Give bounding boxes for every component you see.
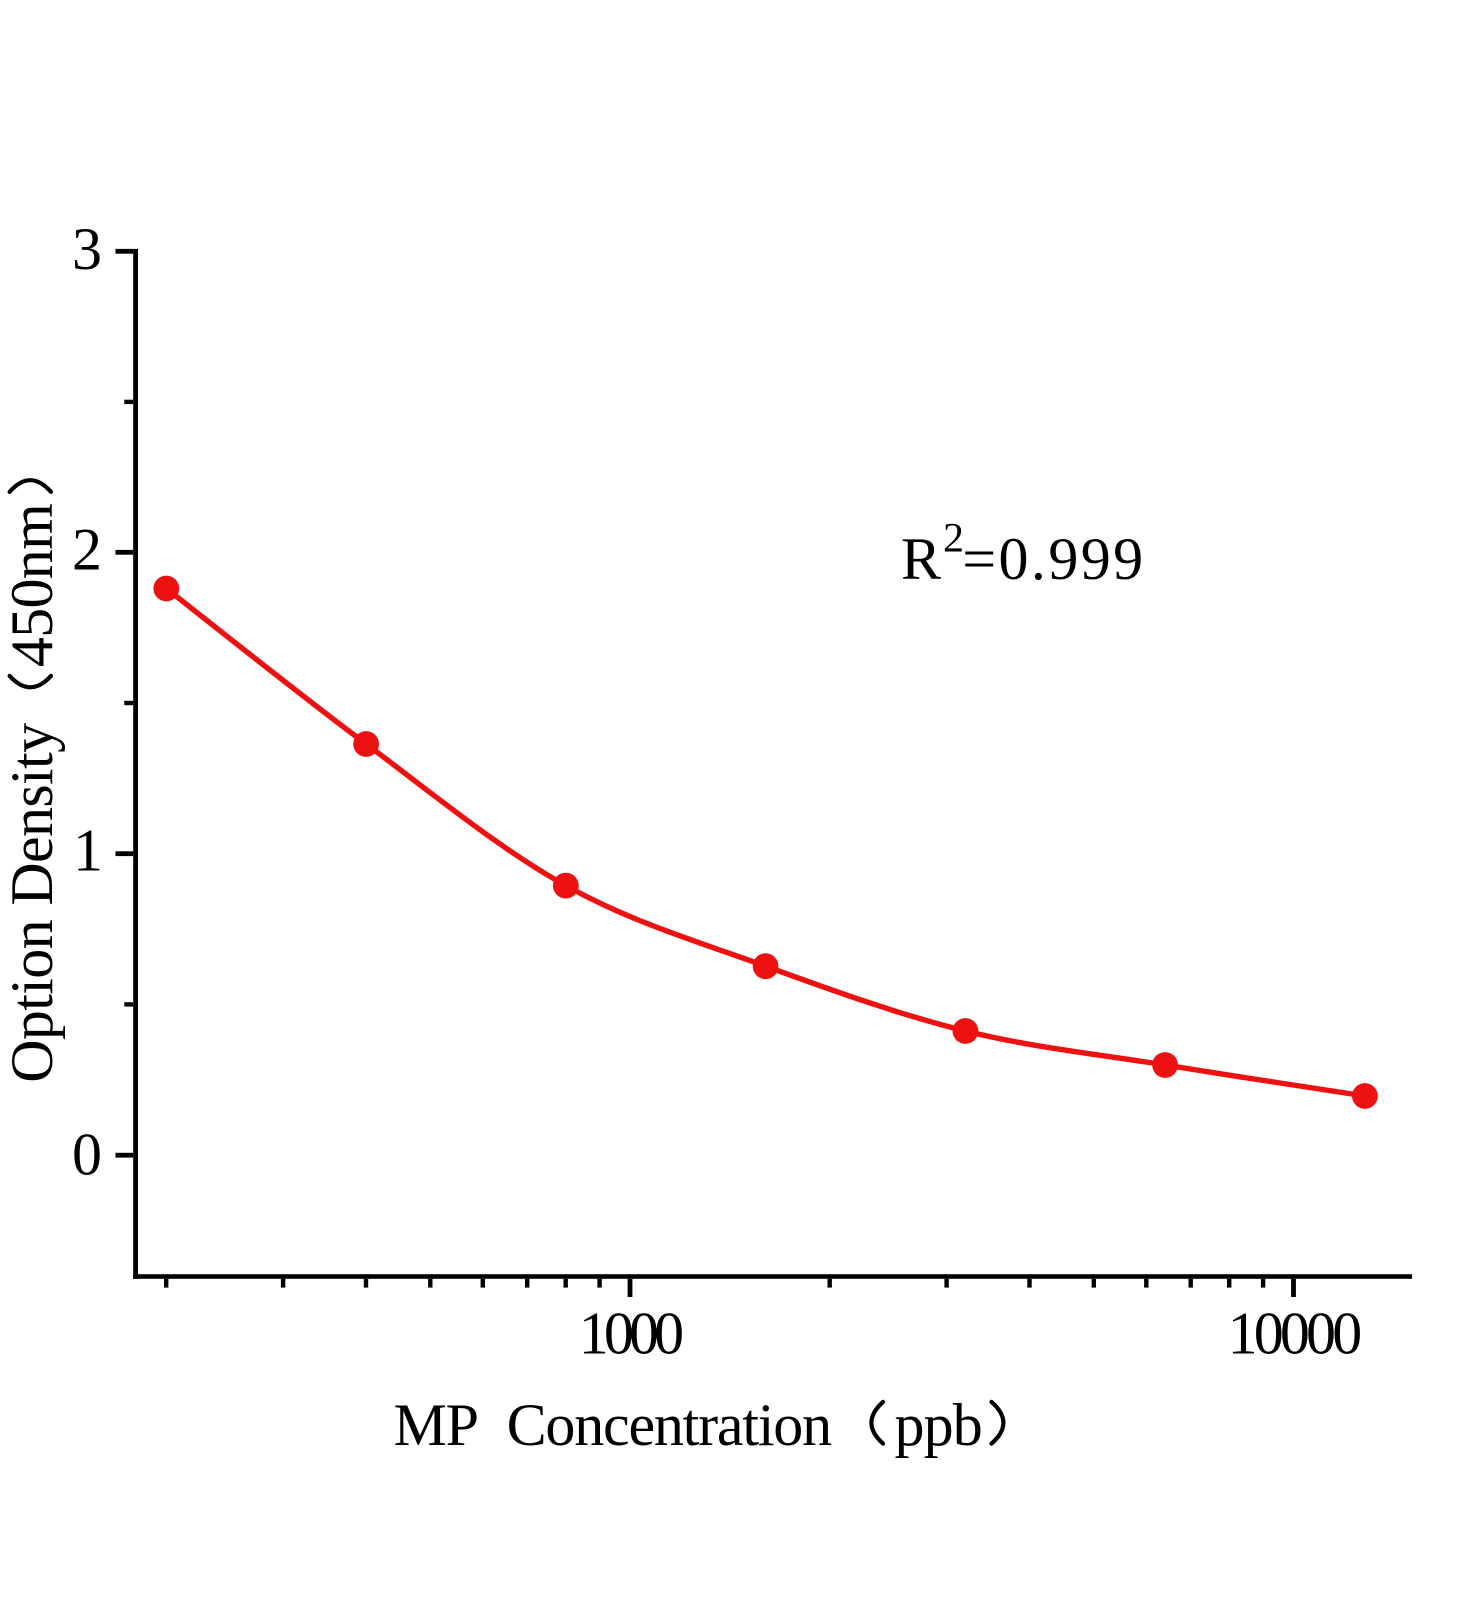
svg-text:=0.999: =0.999 (962, 526, 1145, 592)
svg-text:450nm: 450nm (0, 504, 65, 667)
svg-text:1000: 1000 (579, 1301, 682, 1367)
svg-text:2: 2 (72, 516, 102, 582)
svg-text:R: R (901, 526, 941, 592)
svg-text:Option Density: Option Density (0, 723, 65, 1083)
svg-text:3: 3 (72, 216, 102, 282)
svg-text:MP: MP (394, 1392, 478, 1458)
svg-text:Concentration: Concentration (507, 1392, 833, 1458)
svg-text:10000: 10000 (1228, 1301, 1361, 1367)
svg-text:1: 1 (73, 818, 103, 884)
svg-text:0: 0 (72, 1121, 102, 1187)
svg-text:ppb: ppb (895, 1392, 982, 1458)
